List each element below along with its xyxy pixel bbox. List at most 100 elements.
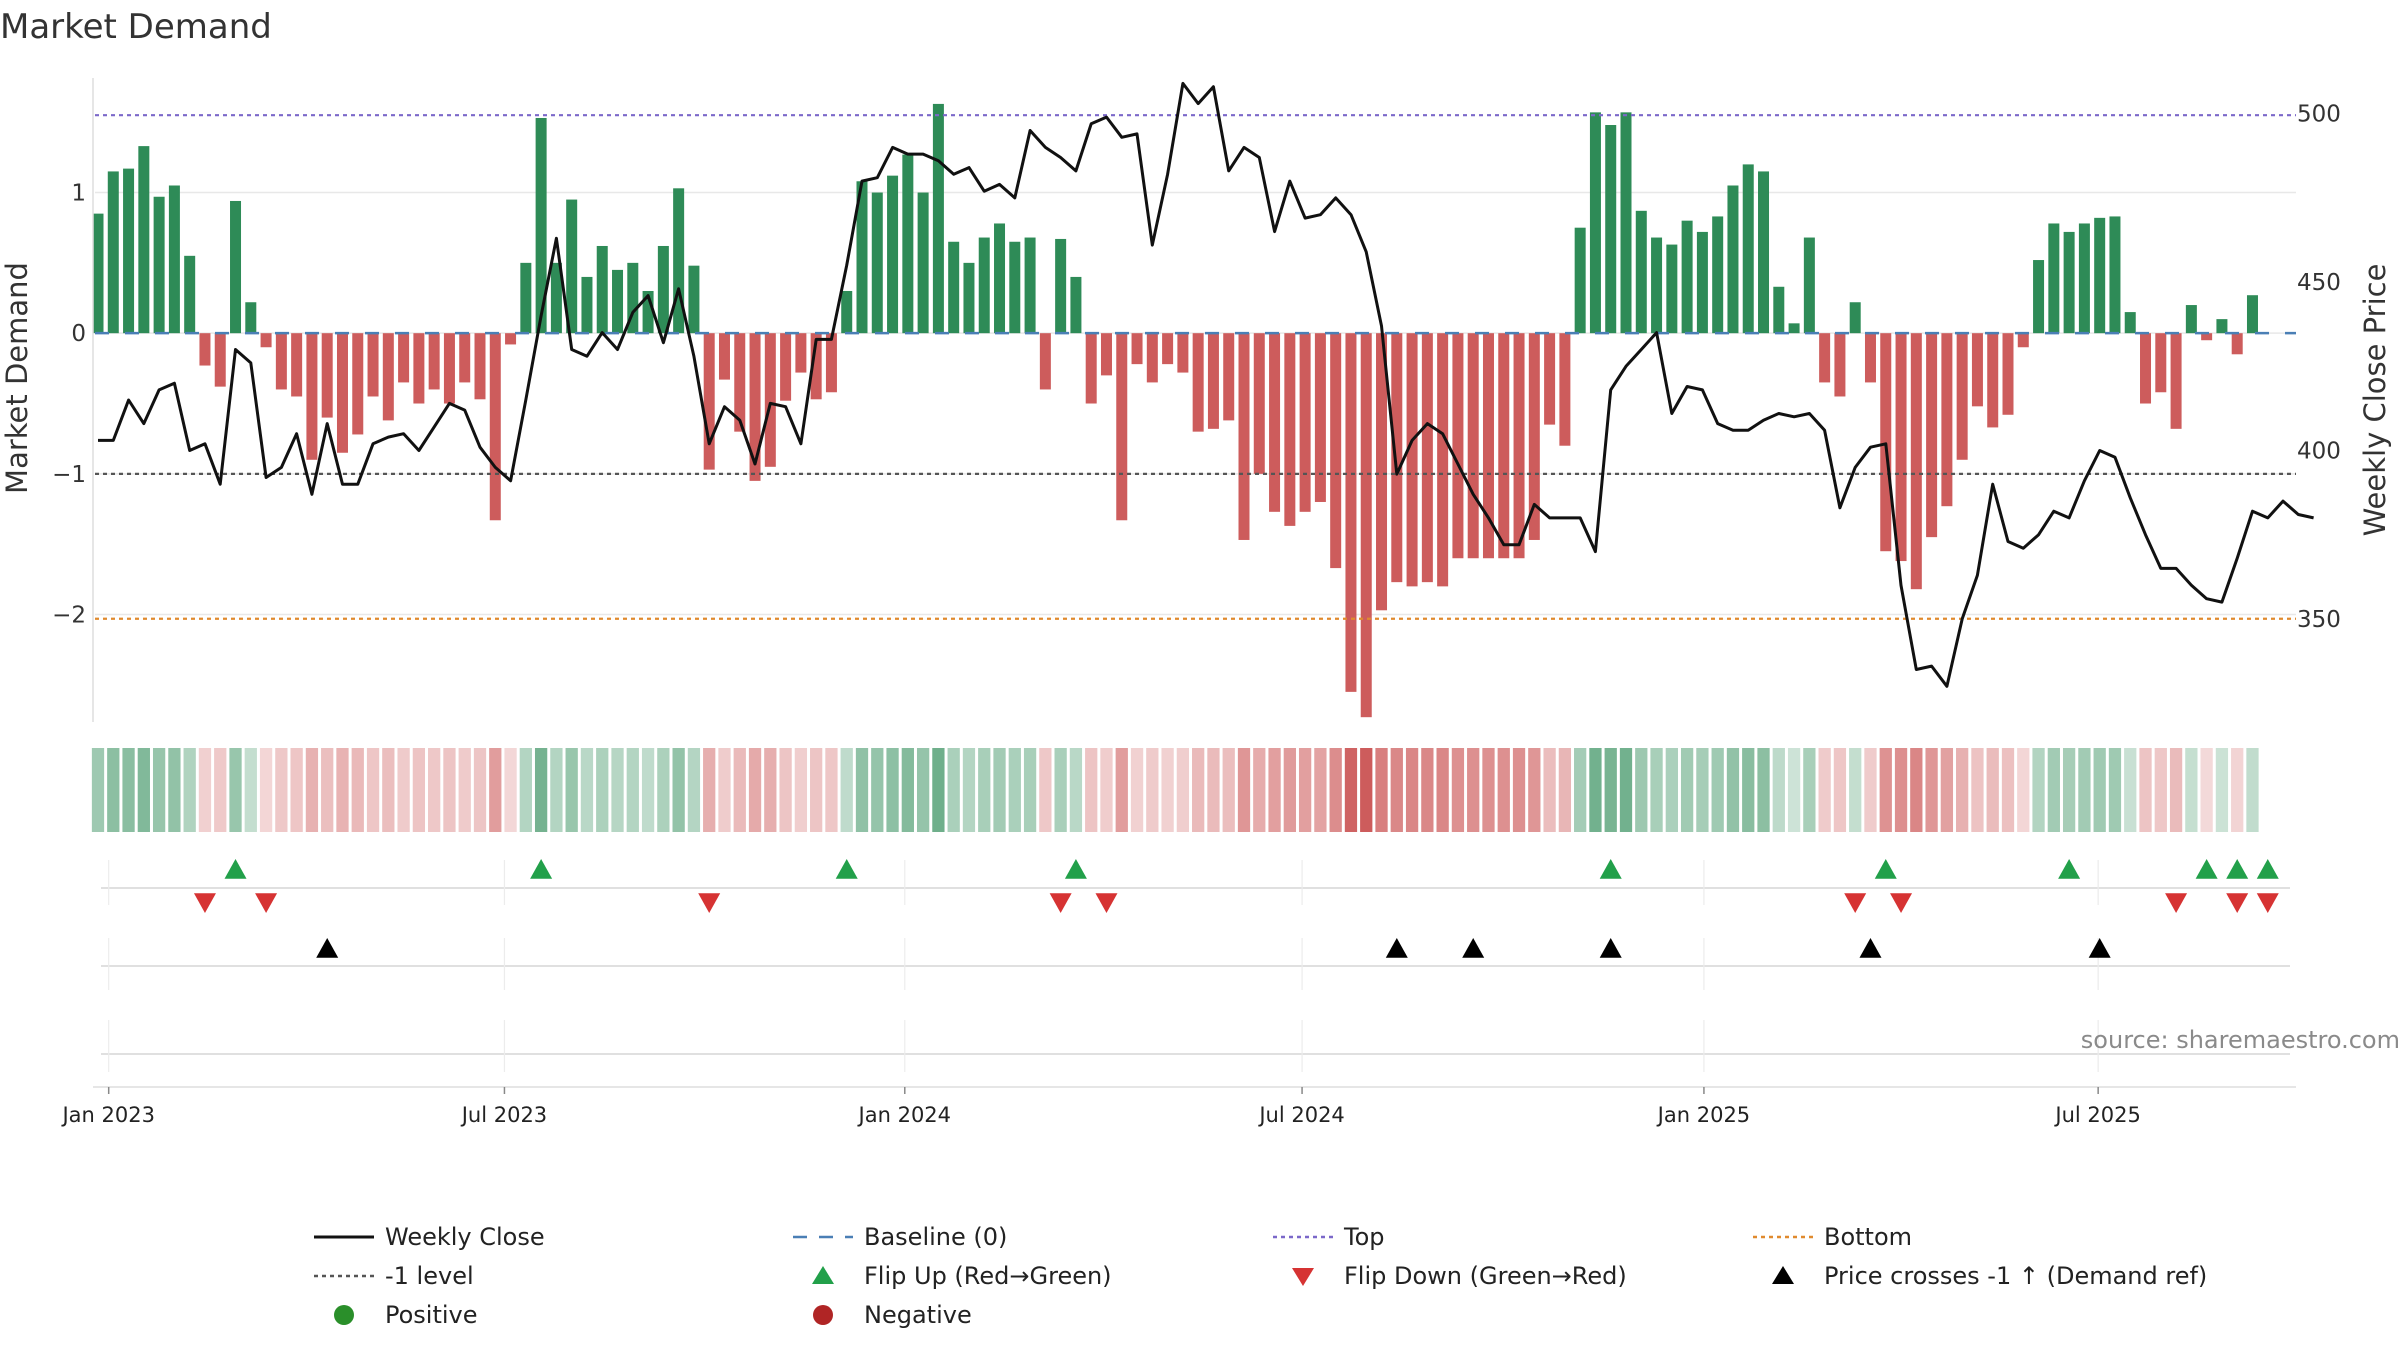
x-tick-label: Jan 2023 bbox=[60, 1103, 155, 1127]
heat-cell bbox=[1849, 748, 1862, 832]
heat-cell bbox=[947, 748, 960, 832]
demand-bar bbox=[1895, 333, 1907, 562]
heat-cell bbox=[168, 748, 181, 832]
demand-bar bbox=[780, 333, 792, 401]
heat-cell bbox=[1971, 748, 1984, 832]
demand-bar bbox=[1880, 333, 1892, 552]
demand-bar bbox=[1926, 333, 1938, 538]
heat-cell bbox=[1925, 748, 1938, 832]
legend-item: Flip Up (Red→Green) bbox=[812, 1262, 1112, 1290]
demand-bar bbox=[1039, 333, 1051, 390]
legend-swatch-triangle-down bbox=[1292, 1268, 1314, 1286]
legend-swatch-circle bbox=[813, 1305, 833, 1325]
demand-bar bbox=[764, 333, 776, 467]
demand-bar bbox=[2231, 333, 2243, 355]
flip-up-marker bbox=[2195, 859, 2218, 879]
heat-cell bbox=[91, 748, 105, 832]
demand-bar bbox=[581, 276, 593, 334]
legend-label: Negative bbox=[864, 1301, 972, 1329]
demand-bar bbox=[2170, 333, 2182, 429]
price-cross-marker bbox=[316, 938, 339, 958]
demand-bar bbox=[642, 290, 654, 334]
heat-cell bbox=[1467, 748, 1480, 832]
demand-bar bbox=[123, 168, 135, 334]
demand-bar bbox=[2063, 231, 2075, 334]
heat-cell bbox=[916, 748, 930, 832]
demand-bar bbox=[1284, 333, 1296, 526]
demand-bar bbox=[963, 262, 975, 334]
demand-bar bbox=[1941, 333, 1953, 507]
flip-down-marker bbox=[698, 893, 721, 913]
heat-cell bbox=[1482, 748, 1495, 832]
heat-cell bbox=[1023, 748, 1037, 832]
heat-cell bbox=[152, 748, 166, 832]
heat-cell bbox=[840, 748, 853, 832]
price-cross-marker bbox=[2088, 938, 2111, 958]
demand-bar bbox=[841, 290, 853, 334]
heat-cell bbox=[229, 748, 242, 832]
heat-cell bbox=[962, 748, 976, 832]
demand-bar bbox=[306, 333, 318, 460]
chart-title: Market Demand bbox=[0, 7, 272, 47]
heat-cell bbox=[519, 748, 532, 832]
demand-bar bbox=[749, 333, 761, 481]
heat-cell bbox=[2200, 748, 2213, 832]
heat-cell bbox=[1268, 748, 1281, 832]
heat-cell bbox=[2108, 748, 2122, 832]
heat-cell bbox=[290, 748, 303, 832]
heat-cell bbox=[550, 748, 563, 832]
demand-bar bbox=[2201, 333, 2213, 341]
demand-bar bbox=[214, 333, 226, 387]
x-tick-label: Jul 2024 bbox=[1257, 1103, 1344, 1127]
demand-bar bbox=[520, 262, 532, 334]
demand-bar bbox=[2078, 223, 2090, 334]
demand-bar bbox=[1788, 323, 1800, 334]
heat-cell bbox=[1528, 748, 1541, 832]
demand-bar bbox=[657, 245, 669, 334]
heat-cell bbox=[1192, 748, 1205, 832]
heat-cell bbox=[687, 748, 701, 832]
demand-bar bbox=[1742, 164, 1754, 334]
demand-bar bbox=[1971, 333, 1983, 407]
demand-bar bbox=[1055, 238, 1067, 334]
x-tick-label: Jul 2025 bbox=[2053, 1103, 2140, 1127]
flip-up-marker bbox=[835, 859, 858, 879]
legend-label: Weekly Close bbox=[385, 1223, 545, 1251]
heat-cell bbox=[1940, 748, 1954, 832]
legend-item: Top bbox=[1273, 1223, 1385, 1251]
demand-bar bbox=[825, 333, 837, 393]
demand-bar bbox=[2109, 216, 2121, 334]
heat-cell bbox=[1619, 748, 1633, 832]
heat-cell bbox=[1696, 748, 1709, 832]
heat-cell bbox=[1161, 748, 1174, 832]
y-tick-right: 400 bbox=[2297, 439, 2341, 465]
demand-bar bbox=[2033, 260, 2045, 334]
flip-down-marker bbox=[2226, 893, 2249, 913]
heat-cell bbox=[748, 748, 762, 832]
demand-bar bbox=[245, 302, 257, 334]
heat-cell bbox=[1772, 748, 1785, 832]
demand-bar bbox=[1452, 333, 1464, 559]
heat-cell bbox=[1130, 748, 1144, 832]
demand-bar bbox=[1360, 333, 1372, 718]
heat-cell bbox=[1344, 748, 1358, 832]
legend: Weekly Close Baseline (0) Top Bottom -1 leve… bbox=[314, 1223, 2207, 1329]
demand-bar bbox=[1819, 333, 1831, 383]
legend-item: Positive bbox=[334, 1301, 478, 1329]
heat-cell bbox=[1910, 748, 1923, 832]
flip-up-marker bbox=[530, 859, 553, 879]
heat-cell bbox=[1222, 748, 1235, 832]
heat-cell bbox=[244, 748, 257, 832]
demand-bar bbox=[428, 333, 440, 390]
heat-cell bbox=[2185, 748, 2198, 832]
heat-cell bbox=[1803, 748, 1816, 832]
legend-label: Flip Up (Red→Green) bbox=[864, 1262, 1112, 1290]
flip-down-marker bbox=[255, 893, 278, 913]
y-tick-right: 450 bbox=[2297, 270, 2341, 296]
heat-cell bbox=[2169, 748, 2183, 832]
demand-bar bbox=[2155, 333, 2167, 393]
demand-bar bbox=[1070, 276, 1082, 334]
y-axis-label-left: Market Demand bbox=[0, 262, 34, 494]
flip-up-marker bbox=[2256, 859, 2279, 879]
legend-label: Flip Down (Green→Red) bbox=[1344, 1262, 1627, 1290]
